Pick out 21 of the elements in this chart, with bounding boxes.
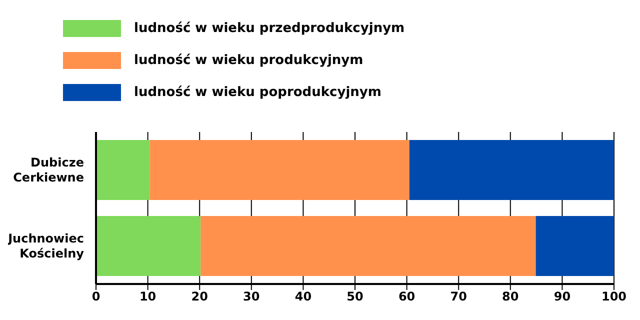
x-tick-label: 0 xyxy=(92,290,100,304)
bar xyxy=(200,216,536,276)
x-tick-label: 10 xyxy=(139,290,156,304)
y-tick-label: Dubicze Cerkiewne xyxy=(13,156,84,184)
x-tick-label: 90 xyxy=(554,290,571,304)
bar xyxy=(96,140,150,200)
x-tick-label: 100 xyxy=(601,290,627,304)
x-tick-label: 50 xyxy=(346,290,364,304)
legend-label: ludność w wieku produkcyjnym xyxy=(134,52,364,68)
legend-label: ludność w wieku poprodukcyjnym xyxy=(134,84,382,100)
x-tick-label: 40 xyxy=(294,290,312,304)
bar xyxy=(536,216,614,276)
x-tick-label: 80 xyxy=(502,290,519,304)
bar xyxy=(409,140,614,200)
x-tick-label: 30 xyxy=(243,290,260,304)
legend-label: ludność w wieku przedprodukcyjnym xyxy=(134,20,405,36)
x-tick-label: 20 xyxy=(191,290,208,304)
bar xyxy=(150,140,410,200)
x-tick-label: 60 xyxy=(398,290,416,304)
x-tick-label: 70 xyxy=(450,290,467,304)
bar xyxy=(96,216,201,276)
